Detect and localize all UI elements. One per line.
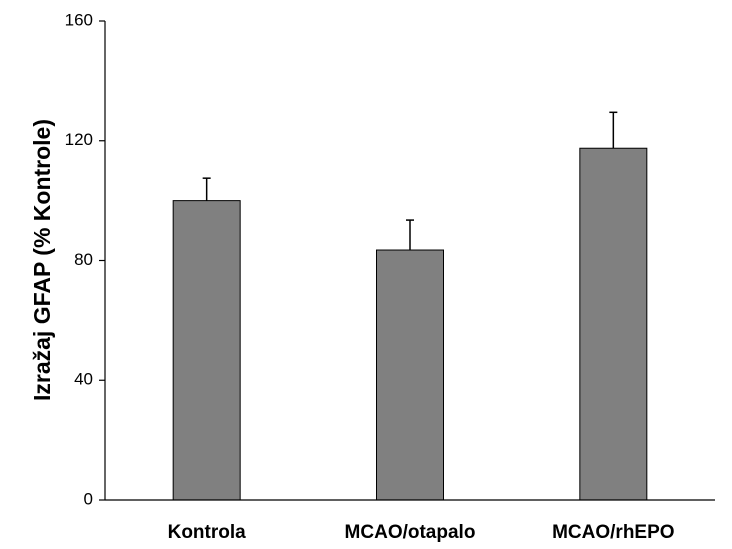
y-tick-label: 160 xyxy=(65,10,93,29)
y-axis: 0 40 80 120 160 xyxy=(65,10,105,508)
y-tick-label: 0 xyxy=(84,489,93,508)
bar xyxy=(579,147,648,501)
bar xyxy=(172,200,241,501)
bars xyxy=(172,147,648,501)
y-tick-label: 40 xyxy=(74,370,93,389)
x-category-label: MCAO/otapalo xyxy=(345,522,476,543)
error-bars xyxy=(202,111,618,251)
y-axis-label: Izražaj GFAP (% Kontrole) xyxy=(29,119,55,401)
y-tick-label: 120 xyxy=(65,130,93,149)
x-category-label: MCAO/rhEPO xyxy=(552,522,674,543)
y-tick-label: 80 xyxy=(74,250,93,269)
x-axis: Kontrola MCAO/otapalo MCAO/rhEPO xyxy=(168,522,675,543)
x-category-label: Kontrola xyxy=(168,522,247,543)
bar xyxy=(376,249,444,501)
